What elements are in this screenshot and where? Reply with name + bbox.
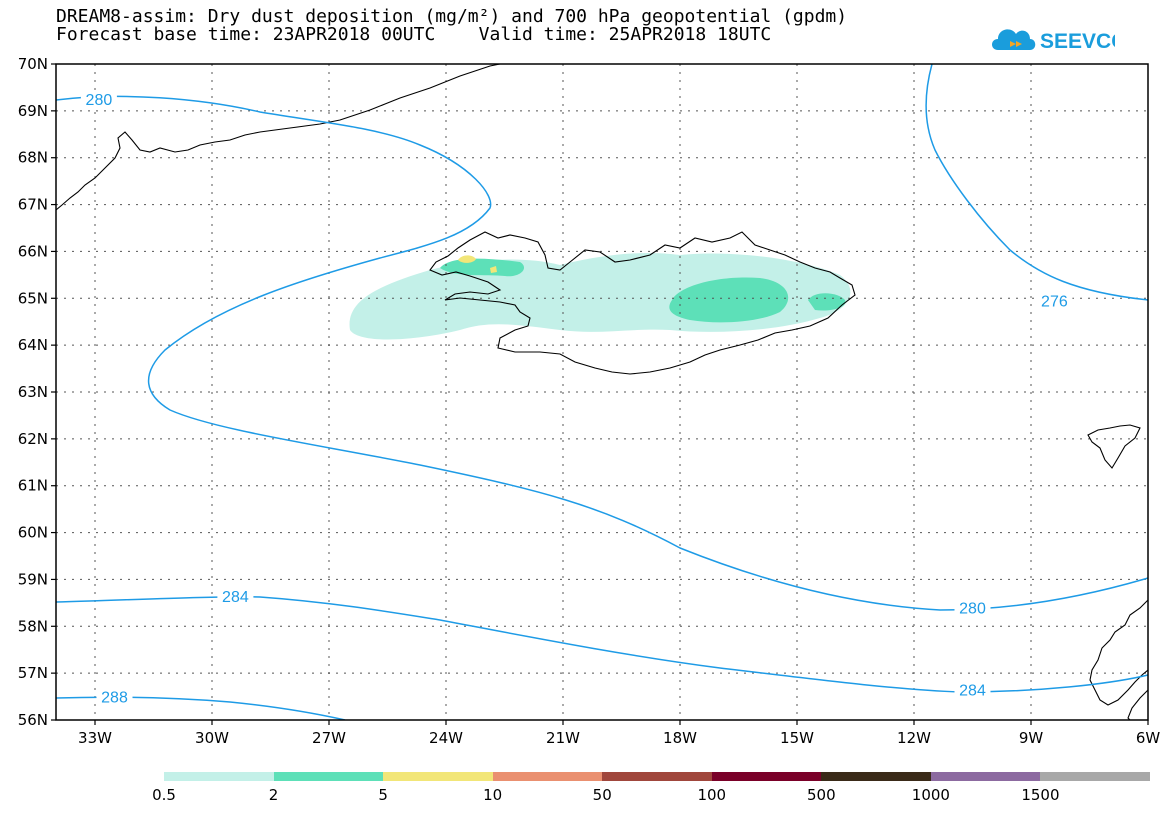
colorbar-swatch <box>821 772 932 781</box>
colorbar-swatch <box>492 772 603 781</box>
latitude-axis: 70N 69N 68N 67N 66N 65N 64N 63N 62N 61N 60N 59N 58N 5… <box>18 55 56 729</box>
lat-tick-label: 58N <box>18 617 48 635</box>
colorbar-label: 10 <box>483 786 503 804</box>
lat-tick-label: 56N <box>18 711 48 729</box>
lon-tick-label: 18W <box>663 729 697 747</box>
map-title-line1: DREAM8-assim: Dry dust deposition (mg/m²… <box>56 6 848 27</box>
colorbar-label: 50 <box>592 786 612 804</box>
contour-label: 284 <box>959 683 986 700</box>
contour-276-east <box>925 64 1148 301</box>
colorbar-swatch <box>273 772 384 781</box>
iceland-coast <box>429 231 856 375</box>
lat-tick-label: 61N <box>18 477 48 495</box>
lon-tick-label: 27W <box>312 729 346 747</box>
colorbar-swatch <box>383 772 494 781</box>
faroe-islands-coast <box>1087 424 1141 469</box>
map-title-line2: Forecast base time: 23APR2018 00UTC Vali… <box>56 24 772 45</box>
lon-tick-label: 9W <box>1019 729 1044 747</box>
lat-tick-label: 62N <box>18 430 48 448</box>
scotland-coast <box>1127 689 1148 720</box>
dust-area-moderate <box>808 293 846 311</box>
colorbar-label: 1500 <box>1021 786 1060 804</box>
dust-area-moderate <box>669 277 789 323</box>
dust-area-moderate <box>440 258 525 277</box>
contour-label: 280 <box>86 92 113 109</box>
contour-label: 276 <box>1041 294 1068 311</box>
dust-area-high <box>458 255 476 263</box>
dust-area-high <box>490 266 497 273</box>
cloud-icon <box>992 29 1036 50</box>
colorbar-swatch <box>602 772 713 781</box>
colorbar-label: 100 <box>697 786 727 804</box>
scotland-coast <box>1089 599 1148 706</box>
colorbar-label: 2 <box>268 786 279 804</box>
contour-label-background <box>80 90 117 109</box>
greenland-coast <box>56 64 501 211</box>
colorbar-swatch <box>930 772 1041 781</box>
lat-tick-label: 64N <box>18 336 48 354</box>
contour-label-background <box>1036 291 1073 310</box>
lat-tick-label: 68N <box>18 149 48 167</box>
lon-tick-label: 33W <box>78 729 112 747</box>
lat-tick-label: 70N <box>18 55 48 73</box>
lat-tick-label: 57N <box>18 664 48 682</box>
lat-tick-label: 67N <box>18 196 48 214</box>
lon-tick-label: 12W <box>897 729 931 747</box>
lon-tick-label: 15W <box>780 729 814 747</box>
colorbar-swatch <box>1040 772 1151 781</box>
colorbar-label: 1000 <box>911 786 950 804</box>
lat-tick-label: 59N <box>18 570 48 588</box>
coastlines <box>56 64 1148 720</box>
contour-label-background <box>96 687 133 706</box>
contour-280-west <box>56 95 1148 611</box>
contour-label: 280 <box>959 601 986 618</box>
colorbar-label: 0.5 <box>152 786 176 804</box>
contour-label-background <box>954 598 991 617</box>
lat-tick-label: 60N <box>18 524 48 542</box>
lon-tick-label: 30W <box>195 729 229 747</box>
map-gridlines <box>56 64 1148 720</box>
lat-tick-label: 63N <box>18 383 48 401</box>
lon-tick-label: 21W <box>546 729 580 747</box>
seevccc-logo: SEEVCCC <box>992 29 1115 53</box>
colorbar-swatch <box>711 772 822 781</box>
lat-tick-label: 66N <box>18 242 48 260</box>
lat-tick-label: 69N <box>18 102 48 120</box>
lon-tick-label: 6W <box>1136 729 1161 747</box>
dust-deposition-shading <box>349 253 851 340</box>
contour-label: 288 <box>101 690 128 707</box>
colorbar-label: 500 <box>807 786 836 804</box>
contour-label-background <box>954 680 991 699</box>
contour-label: 284 <box>222 589 249 606</box>
contour-labels: 280 276 284 280 288 284 <box>80 90 1073 707</box>
contour-label-background <box>217 586 254 605</box>
colorbar-swatch <box>164 772 275 781</box>
colorbar-label: 5 <box>378 786 388 804</box>
longitude-axis: 33W 30W 27W 24W 21W 18W 15W 12W 9W 6W <box>78 720 1160 747</box>
logo-text: SEEVCCC <box>1040 30 1115 53</box>
lat-tick-label: 65N <box>18 289 48 307</box>
lon-tick-label: 24W <box>429 729 463 747</box>
